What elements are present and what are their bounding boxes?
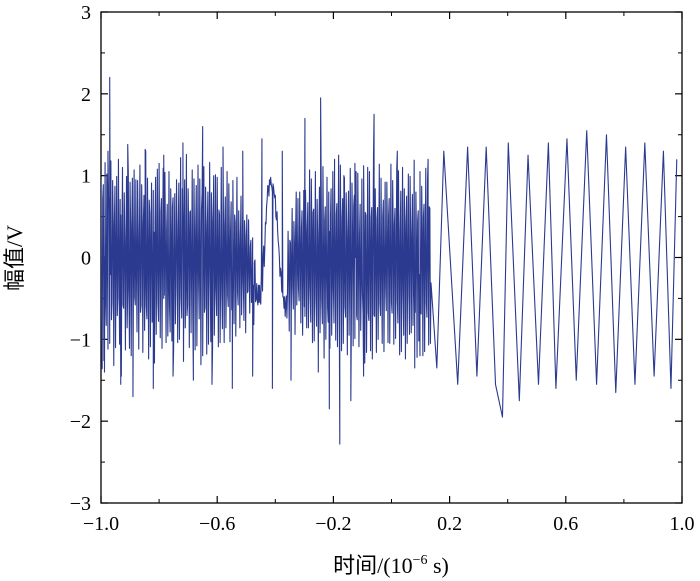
y-tick-label: −3 (70, 493, 91, 515)
x-tick-label: −0.2 (315, 513, 351, 535)
series-line (101, 76, 678, 445)
y-axis: −3 −2 −1 0 1 2 3 (70, 2, 682, 515)
x-axis: −1.0 −0.6 −0.2 0.2 0.6 1.0 (83, 12, 695, 535)
x-tick-label: 0.2 (437, 513, 462, 535)
y-axis-title: 幅值/V (2, 225, 27, 291)
y-tick-label: −2 (70, 411, 91, 433)
y-tick-label: 2 (81, 84, 91, 106)
x-tick-label: 0.6 (553, 513, 578, 535)
y-tick-label: 0 (81, 248, 91, 270)
x-axis-title-exponent: −6 (413, 553, 428, 568)
x-tick-label: −0.6 (199, 513, 235, 535)
y-tick-label: 1 (81, 166, 91, 188)
x-axis-title-text: 时间/(10 (333, 553, 412, 578)
series-layer (101, 76, 678, 445)
x-tick-label: −1.0 (83, 513, 119, 535)
y-tick-label: 3 (81, 2, 91, 24)
x-axis-title-unit: s) (427, 553, 448, 578)
x-axis-title: 时间/(10−6 s) (333, 553, 449, 578)
y-tick-label: −1 (70, 329, 91, 351)
x-tick-label: 1.0 (670, 513, 695, 535)
